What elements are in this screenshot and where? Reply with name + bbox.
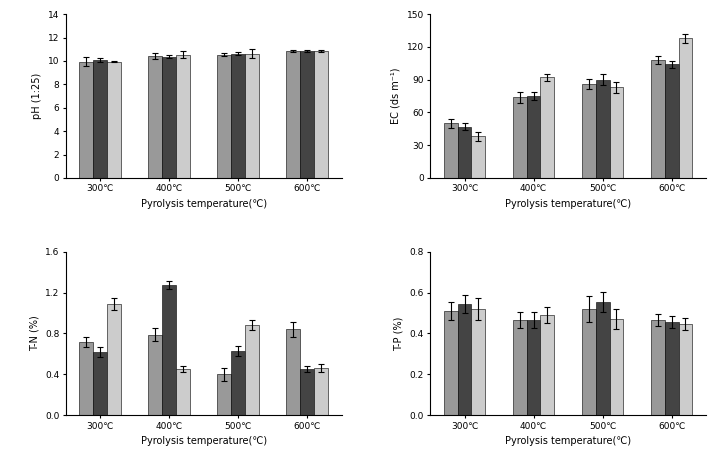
Bar: [107, 61, 121, 178]
Bar: [609, 87, 623, 178]
Bar: [286, 329, 300, 415]
Y-axis label: T-N (%): T-N (%): [29, 316, 39, 351]
Bar: [232, 351, 245, 415]
Bar: [93, 60, 107, 178]
Bar: [582, 309, 596, 415]
Bar: [596, 80, 609, 178]
Bar: [79, 342, 93, 415]
Bar: [678, 324, 692, 415]
Bar: [218, 54, 232, 178]
Bar: [232, 54, 245, 178]
Bar: [176, 369, 190, 415]
Bar: [176, 54, 190, 178]
Bar: [93, 352, 107, 415]
Bar: [162, 57, 176, 178]
X-axis label: Pyrolysis temperature(℃): Pyrolysis temperature(℃): [505, 199, 631, 209]
Bar: [314, 51, 328, 178]
Bar: [513, 97, 526, 178]
Bar: [245, 325, 259, 415]
Bar: [300, 369, 314, 415]
Bar: [314, 368, 328, 415]
Bar: [79, 61, 93, 178]
Bar: [286, 51, 300, 178]
Bar: [472, 309, 486, 415]
Bar: [526, 320, 540, 415]
Bar: [665, 64, 678, 178]
Bar: [582, 84, 596, 178]
X-axis label: Pyrolysis temperature(℃): Pyrolysis temperature(℃): [141, 199, 266, 209]
Bar: [651, 320, 665, 415]
Bar: [472, 136, 486, 178]
Bar: [444, 311, 458, 415]
Bar: [596, 302, 609, 415]
Bar: [107, 304, 121, 415]
Bar: [149, 335, 162, 415]
Bar: [458, 304, 472, 415]
Bar: [665, 322, 678, 415]
Bar: [218, 374, 232, 415]
X-axis label: Pyrolysis temperature(℃): Pyrolysis temperature(℃): [141, 436, 266, 446]
Bar: [540, 315, 554, 415]
Y-axis label: EC (ds m⁻¹): EC (ds m⁻¹): [391, 68, 401, 124]
Bar: [540, 77, 554, 178]
X-axis label: Pyrolysis temperature(℃): Pyrolysis temperature(℃): [505, 436, 631, 446]
Bar: [513, 320, 526, 415]
Bar: [300, 51, 314, 178]
Bar: [609, 319, 623, 415]
Bar: [651, 60, 665, 178]
Bar: [162, 286, 176, 415]
Bar: [458, 126, 472, 178]
Bar: [444, 123, 458, 178]
Bar: [526, 96, 540, 178]
Bar: [149, 56, 162, 178]
Bar: [245, 54, 259, 178]
Y-axis label: pH (1:25): pH (1:25): [32, 73, 42, 119]
Y-axis label: T-P (%): T-P (%): [394, 316, 404, 351]
Bar: [678, 38, 692, 178]
